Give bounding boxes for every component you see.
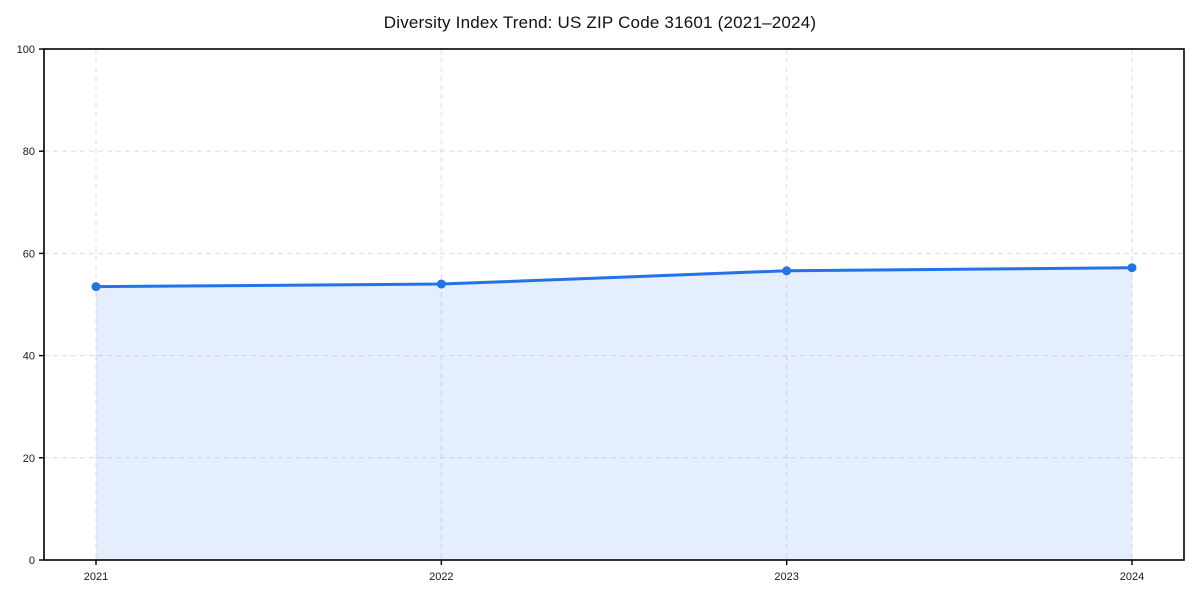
data-point-marker bbox=[1127, 263, 1137, 273]
data-point-marker bbox=[782, 266, 792, 276]
plot-border bbox=[43, 48, 1185, 561]
trend-line bbox=[94, 266, 1134, 289]
data-point-marker bbox=[436, 279, 446, 289]
y-tick-label: 80 bbox=[23, 146, 35, 158]
y-tick-label: 0 bbox=[29, 555, 35, 567]
chart-title: Diversity Index Trend: US ZIP Code 31601… bbox=[383, 13, 817, 32]
y-tick-label: 60 bbox=[23, 248, 35, 260]
y-tick-label: 40 bbox=[23, 351, 35, 363]
x-tick-label: 2022 bbox=[429, 571, 453, 583]
x-tick-label: 2021 bbox=[84, 571, 108, 583]
y-tick-label: 100 bbox=[17, 44, 35, 56]
x-tick-label: 2023 bbox=[774, 571, 798, 583]
area-fill bbox=[96, 267, 1132, 560]
data-point-marker bbox=[91, 282, 101, 292]
x-tick-label: 2024 bbox=[1120, 571, 1144, 583]
y-tick-label: 20 bbox=[23, 453, 35, 465]
